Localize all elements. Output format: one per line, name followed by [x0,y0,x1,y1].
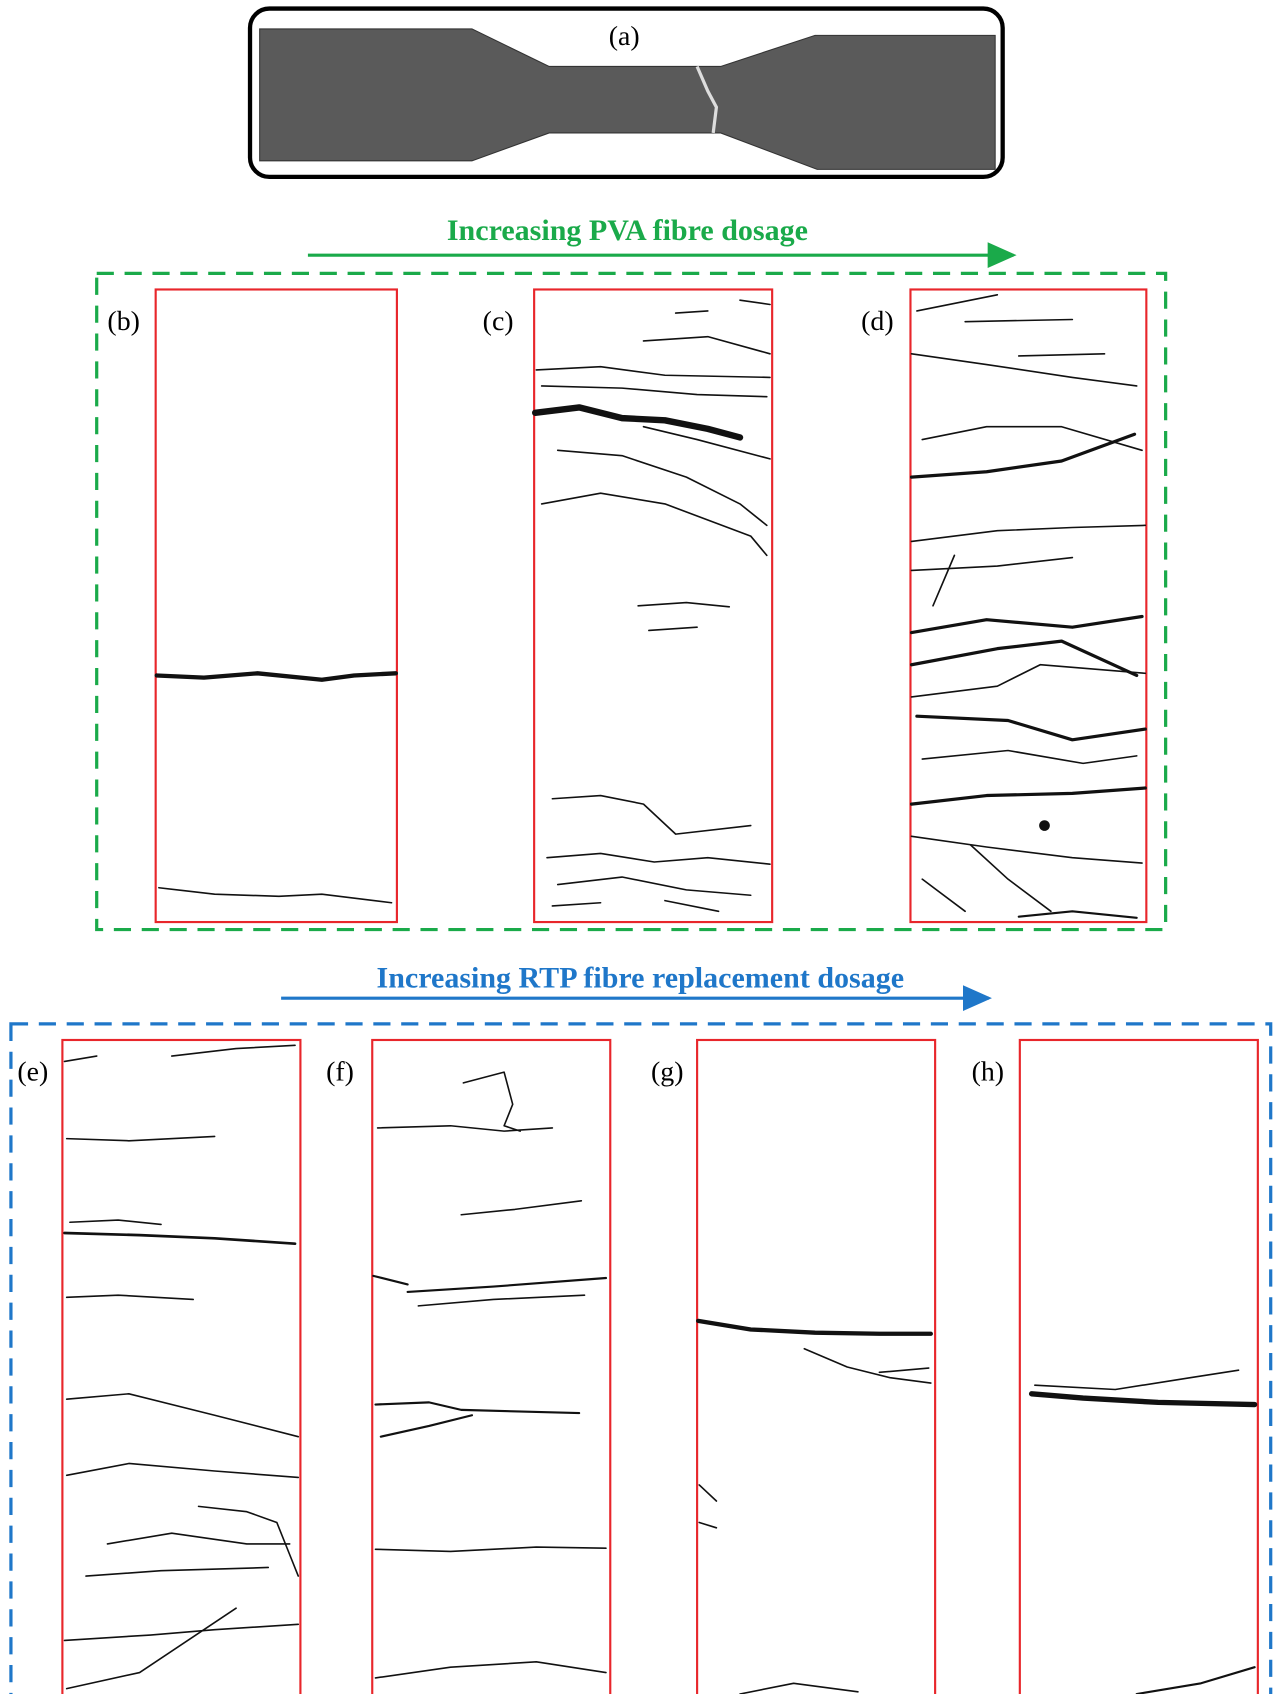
panel-label: (d) [861,306,894,337]
panel-label: (f) [326,1057,354,1088]
figure: (a) Increasing PVA fibre dosage (b) (c) … [0,0,1287,1694]
panel-label: (g) [651,1057,684,1088]
page: (a) Increasing PVA fibre dosage (b) (c) … [0,0,1287,1694]
panel-label: (a) [609,21,640,52]
panel-label: (h) [972,1057,1005,1088]
panel-frame [372,1040,610,1694]
panel-label: (c) [483,306,514,337]
crack-pattern [65,1045,1255,1694]
group-frame [97,273,1166,929]
panel-label: (e) [17,1057,48,1088]
panel-frame [156,289,397,922]
panel-frame [910,289,1146,922]
crack-pattern [157,295,1146,918]
panel-frame [697,1040,935,1694]
panel-label: (b) [107,306,139,337]
arrow-caption: Increasing PVA fibre dosage [447,214,808,247]
arrow-caption: Increasing RTP fibre replacement dosage [377,961,905,994]
group-frame [11,1024,1271,1694]
panel-frame [1020,1040,1258,1694]
